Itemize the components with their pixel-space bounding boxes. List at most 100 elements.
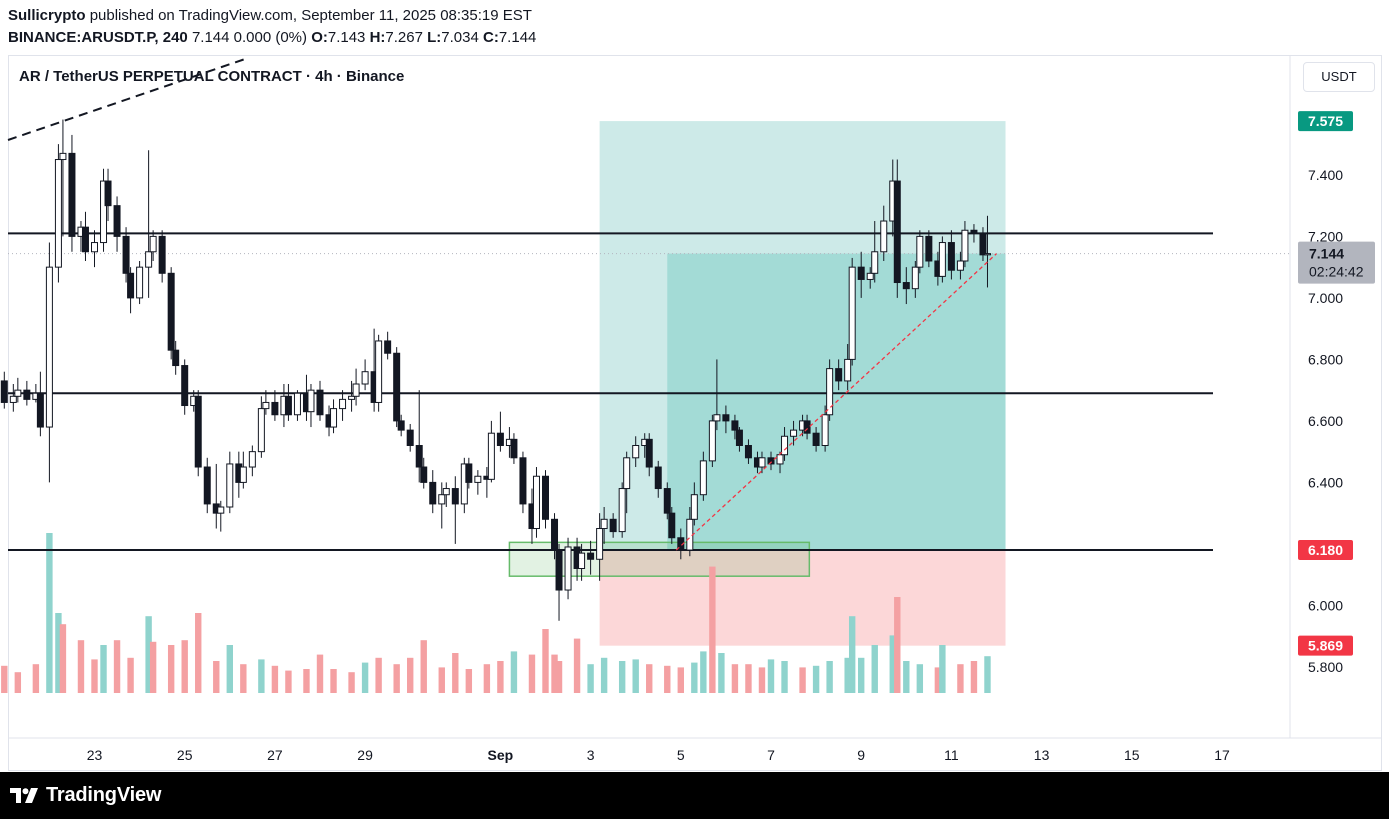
candle-body: [59, 152, 67, 161]
volume-bar: [781, 661, 788, 693]
volume-bar: [939, 645, 946, 693]
volume-bar: [700, 651, 707, 693]
candle-body: [68, 152, 76, 237]
candle-body: [551, 518, 559, 551]
candle-body: [555, 549, 563, 591]
candle-body: [104, 180, 112, 207]
candle-body: [393, 352, 401, 422]
tradingview-logo-icon: [10, 787, 38, 803]
candle-body: [880, 220, 888, 253]
candle-body: [979, 232, 987, 256]
tradingview-logo[interactable]: TradingView: [10, 784, 161, 807]
price-change: 7.144 0.000 (0%): [191, 29, 308, 46]
candle-body: [0, 380, 8, 403]
volume-bar: [465, 669, 473, 693]
volume-bar: [375, 657, 382, 693]
candle-body: [632, 445, 640, 459]
candle-body: [239, 466, 247, 483]
price-axis-tick-label: 6.000: [1308, 597, 1343, 613]
candle-body: [487, 432, 495, 480]
entry-price-tag-bg: [1298, 540, 1353, 561]
candle-body: [587, 552, 595, 560]
currency-unit-button[interactable]: USDT: [1303, 62, 1375, 92]
candle-body: [983, 253, 991, 256]
candle-body: [699, 460, 707, 496]
volume-bar: [632, 659, 639, 693]
time-axis-tick-label: 25: [177, 747, 193, 763]
candle-body: [420, 466, 428, 483]
candle-body: [956, 260, 964, 271]
time-axis-tick-label: 15: [1124, 747, 1140, 763]
volume-bar: [551, 654, 558, 693]
volume-bar: [844, 657, 851, 693]
candle-body: [136, 266, 144, 299]
target-price-tag-text: 7.575: [1308, 113, 1343, 129]
candle-body: [600, 518, 608, 530]
trend-line[interactable]: [675, 253, 997, 551]
volume-bar: [555, 661, 563, 693]
candle-body: [293, 392, 301, 416]
volume-bar: [213, 661, 220, 693]
ohlc-key: O:: [311, 29, 328, 46]
candle-body: [623, 457, 631, 490]
candle-body: [708, 420, 716, 462]
candle-body: [406, 429, 414, 446]
candle-body: [609, 518, 617, 533]
candle-body: [271, 401, 279, 416]
volume-bar: [542, 629, 549, 693]
candle-body: [442, 488, 450, 496]
volume-bar: [646, 664, 653, 693]
volume-bar: [587, 664, 594, 693]
volume-bar: [145, 616, 152, 693]
volume-bar: [718, 653, 725, 693]
candle-body: [226, 463, 234, 508]
volume-bar: [452, 653, 459, 693]
time-axis-tick-label: 17: [1214, 747, 1230, 763]
stop-zone[interactable]: [599, 550, 1006, 646]
time-axis-tick-label: 23: [87, 747, 103, 763]
candle-body: [158, 235, 166, 274]
candle-body: [835, 368, 843, 382]
current-price-tag: 7.144 02:24:42: [1298, 241, 1375, 284]
symbol-ohlc-line: BINANCE:ARUSDT.P, 240 7.144 0.000 (0%) O…: [8, 29, 536, 46]
candle-body: [23, 389, 31, 400]
volume-bar: [46, 533, 53, 693]
candle-body: [902, 282, 910, 290]
candle-body: [686, 518, 694, 551]
candle-body: [45, 266, 53, 428]
target-price-tag: 7.575: [1298, 111, 1353, 132]
price-axis-tick-label: 7.000: [1308, 290, 1343, 306]
volume-bar: [420, 640, 427, 693]
volume-bar: [767, 659, 775, 693]
candle-body: [821, 414, 829, 446]
candle-body: [893, 180, 901, 284]
publish-info: Sullicrypto published on TradingView.com…: [8, 7, 532, 24]
time-axis-tick-label: 13: [1034, 747, 1050, 763]
volume-bar: [91, 659, 98, 693]
candle-body: [844, 358, 852, 382]
volume-bar: [59, 624, 67, 693]
volume-bar: [664, 665, 671, 693]
volume-bar: [149, 641, 157, 693]
volume-bar: [127, 657, 134, 693]
candle-body: [618, 488, 626, 533]
candle-body: [145, 251, 153, 268]
volume-bar: [731, 664, 739, 693]
candle-body: [911, 266, 919, 290]
candle-body: [339, 398, 347, 410]
ohlc-value: 7.267: [385, 29, 428, 46]
candle-body: [826, 368, 834, 416]
entry-price-tag-text: 6.180: [1308, 542, 1343, 558]
candle-body: [645, 438, 653, 468]
candle-body: [690, 494, 698, 520]
candle-body: [735, 429, 743, 446]
volume-bar: [858, 657, 865, 693]
price-chart[interactable]: 5.800 6.000 6.400 6.600 6.800 7.000 7.200 7.400…: [0, 0, 1389, 772]
candle-body: [532, 475, 540, 530]
volume-bar: [916, 664, 924, 693]
candle-body: [961, 229, 969, 262]
candle-body: [451, 488, 459, 505]
author-name[interactable]: Sullicrypto: [8, 7, 86, 24]
volume-bar: [745, 664, 752, 693]
upper-trend-line[interactable]: [7, 57, 249, 141]
